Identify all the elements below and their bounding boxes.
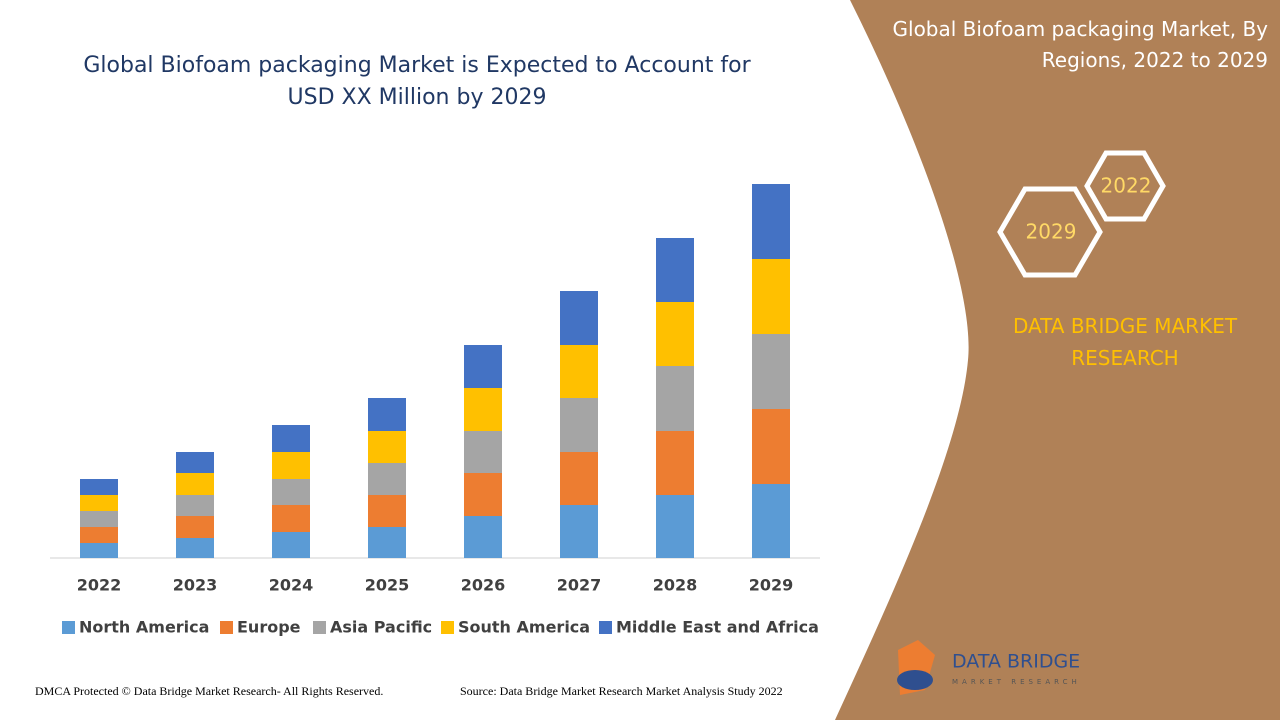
bar-segment <box>656 302 694 366</box>
bar-segment <box>80 527 118 543</box>
bar-segment <box>368 495 406 527</box>
bar-segment <box>560 398 598 452</box>
legend-swatch <box>599 621 612 634</box>
bar-segment <box>176 452 214 473</box>
bar-segment <box>272 532 310 558</box>
bar-segment <box>272 479 310 505</box>
x-tick-label: 2027 <box>557 576 602 595</box>
bar-segment <box>656 495 694 558</box>
copyright: DMCA Protected © Data Bridge Market Rese… <box>35 684 384 698</box>
bar-segment <box>752 259 790 334</box>
bar-segment <box>752 409 790 484</box>
legend-label: Middle East and Africa <box>616 618 819 637</box>
legend-label: Europe <box>237 618 301 637</box>
legend-swatch <box>441 621 454 634</box>
bar-segment <box>560 505 598 558</box>
bar-segment <box>464 473 502 516</box>
bar-segment <box>272 452 310 479</box>
legend-swatch <box>313 621 326 634</box>
bar-segment <box>464 345 502 388</box>
x-tick-label: 2029 <box>749 576 794 595</box>
x-tick-label: 2025 <box>365 576 410 595</box>
x-tick-label: 2028 <box>653 576 698 595</box>
hex-label: 2029 <box>1026 220 1077 244</box>
bar-segment <box>272 425 310 452</box>
bar-segment <box>368 527 406 558</box>
legend-label: Asia Pacific <box>330 618 432 637</box>
legend-swatch <box>220 621 233 634</box>
x-tick-label: 2023 <box>173 576 218 595</box>
bar-segment <box>560 452 598 505</box>
bar-segment <box>656 238 694 302</box>
bar-segment <box>368 463 406 495</box>
bar-segment <box>368 431 406 463</box>
logo-mark <box>897 670 933 690</box>
x-tick-label: 2026 <box>461 576 506 595</box>
legend-swatch <box>62 621 75 634</box>
bar-segment <box>272 505 310 532</box>
bar-segment <box>176 495 214 516</box>
source: Source: Data Bridge Market Research Mark… <box>460 684 783 698</box>
chart-title: Global Biofoam packaging Market is Expec… <box>83 53 751 110</box>
bar-segment <box>176 473 214 495</box>
logo-text: DATA BRIDGE <box>952 651 1080 673</box>
bar-segment <box>656 366 694 431</box>
hexagon <box>997 186 1103 278</box>
bar-segment <box>560 345 598 398</box>
bar-segment <box>752 334 790 409</box>
bar-segment <box>656 431 694 495</box>
bar-segment <box>80 479 118 495</box>
bar-segment <box>464 516 502 558</box>
bar-segment <box>176 516 214 538</box>
bar-segment <box>464 388 502 431</box>
bar-segment <box>80 495 118 511</box>
side-panel <box>835 0 1280 720</box>
bar-segment <box>176 538 214 558</box>
brand-text: DATA BRIDGE MARKET RESEARCH <box>1012 314 1238 370</box>
bar-segment <box>752 484 790 558</box>
x-tick-label: 2022 <box>77 576 122 595</box>
panel-title: Global Biofoam packaging Market, By Regi… <box>892 17 1268 72</box>
x-tick-label: 2024 <box>269 576 314 595</box>
bar-segment <box>80 511 118 527</box>
bar-segment <box>464 431 502 473</box>
bar-segment <box>560 291 598 345</box>
legend-label: South America <box>458 618 590 637</box>
bar-segment <box>368 398 406 431</box>
hex-label: 2022 <box>1101 174 1152 198</box>
logo-tagline: MARKET RESEARCH <box>952 678 1081 686</box>
bar-segment <box>80 543 118 558</box>
bar-segment <box>752 184 790 259</box>
hexagon <box>1084 150 1166 222</box>
legend-label: North America <box>79 618 209 637</box>
